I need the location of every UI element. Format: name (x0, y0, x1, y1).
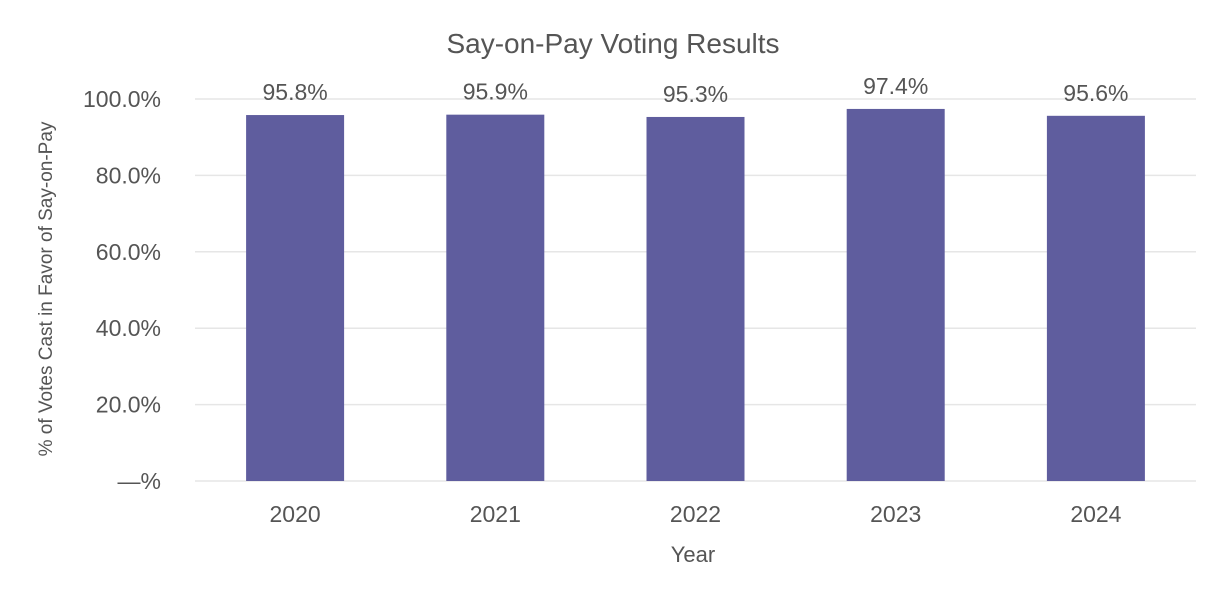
bars (246, 108, 1145, 482)
x-tick-label-2021: 2021 (470, 501, 521, 527)
y-tick-label: 40.0% (96, 315, 161, 341)
y-axis-label: % of Votes Cast in Favor of Say-on-Pay (36, 121, 57, 456)
y-tick-label: —% (118, 468, 161, 494)
y-tick-label: 20.0% (96, 392, 161, 418)
data-label-2021: 95.9% (463, 79, 528, 105)
bar-2021 (446, 114, 545, 482)
bar-2022 (646, 116, 745, 481)
x-axis-ticks: 2020 2021 2022 2023 2024 (270, 501, 1122, 527)
x-tick-label-2020: 2020 (270, 501, 321, 527)
bar-2020 (246, 115, 345, 481)
y-tick-label: 60.0% (96, 239, 161, 265)
x-tick-label-2024: 2024 (1070, 501, 1121, 527)
data-label-2020: 95.8% (262, 79, 327, 105)
y-axis-ticks: —% 20.0% 40.0% 60.0% 80.0% 100.0% (83, 86, 161, 494)
data-label-2024: 95.6% (1063, 80, 1128, 106)
x-tick-label-2023: 2023 (870, 501, 921, 527)
data-label-2023: 97.4% (863, 73, 928, 99)
bar-2023 (846, 108, 945, 481)
y-tick-label: 100.0% (83, 86, 161, 112)
x-tick-label-2022: 2022 (670, 501, 721, 527)
data-labels: 95.8% 95.9% 95.3% 97.4% 95.6% (262, 73, 1128, 107)
x-axis-label: Year (671, 542, 715, 567)
y-tick-label: 80.0% (96, 162, 161, 188)
data-label-2022: 95.3% (663, 81, 728, 107)
bar-2024 (1046, 115, 1145, 482)
chart-title: Say-on-Pay Voting Results (446, 28, 779, 59)
